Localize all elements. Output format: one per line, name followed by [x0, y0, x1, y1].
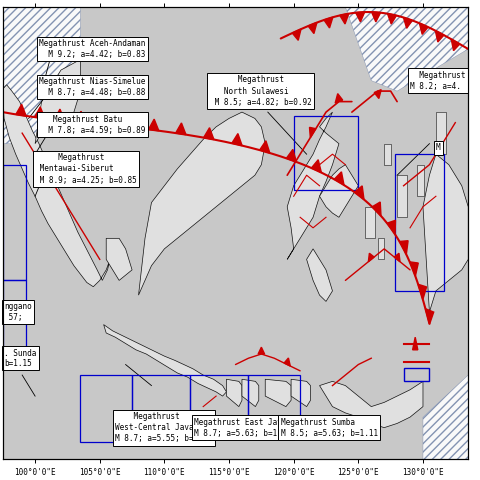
- Polygon shape: [310, 127, 316, 138]
- Polygon shape: [291, 379, 311, 407]
- Bar: [249, 375, 300, 428]
- Text: Megathrust
   North Sulawesi
 M 8.5; a=4.82; b=0.92: Megathrust North Sulawesi M 8.5; a=4.82;…: [210, 75, 312, 107]
- Text: M: M: [436, 144, 441, 152]
- Polygon shape: [284, 358, 290, 366]
- Bar: [3, 165, 26, 280]
- Polygon shape: [35, 107, 45, 119]
- Polygon shape: [400, 240, 408, 254]
- Polygon shape: [98, 113, 108, 125]
- Polygon shape: [374, 90, 381, 98]
- Text: Megathrust Nias-Simelue
  M 8.7; a=4.48; b=0.88: Megathrust Nias-Simelue M 8.7; a=4.48; b…: [39, 77, 145, 97]
- Polygon shape: [372, 12, 381, 22]
- Polygon shape: [320, 382, 423, 428]
- Polygon shape: [410, 262, 418, 276]
- Polygon shape: [3, 85, 110, 287]
- Polygon shape: [435, 31, 444, 42]
- Bar: [294, 116, 359, 190]
- Polygon shape: [287, 112, 339, 259]
- Polygon shape: [425, 309, 434, 324]
- Polygon shape: [387, 220, 396, 234]
- Polygon shape: [292, 29, 301, 40]
- Text: Megathrust
M 8.2; a=4.: Megathrust M 8.2; a=4.: [410, 71, 466, 91]
- Polygon shape: [423, 375, 468, 459]
- Polygon shape: [451, 39, 460, 51]
- Polygon shape: [335, 94, 343, 103]
- Bar: [378, 239, 384, 259]
- Polygon shape: [204, 128, 214, 140]
- Polygon shape: [139, 112, 265, 295]
- Bar: [190, 375, 249, 434]
- Polygon shape: [3, 7, 80, 144]
- Text: Megathrust Sumba
M 8.5; a=5.63; b=1.11: Megathrust Sumba M 8.5; a=5.63; b=1.11: [281, 418, 378, 438]
- Polygon shape: [394, 253, 400, 262]
- Polygon shape: [54, 109, 65, 120]
- Polygon shape: [104, 324, 227, 396]
- Bar: [395, 154, 444, 291]
- Polygon shape: [242, 379, 259, 407]
- Polygon shape: [413, 337, 418, 350]
- Text: . Sunda
b=1.15: . Sunda b=1.15: [4, 348, 36, 368]
- Polygon shape: [35, 60, 80, 144]
- Polygon shape: [356, 12, 365, 22]
- Text: Megathrust Batu
  M 7.8; a=4.59; b=0.89: Megathrust Batu M 7.8; a=4.59; b=0.89: [39, 115, 145, 135]
- Polygon shape: [75, 111, 86, 123]
- Text: Megathrust East Java
M 8.7; a=5.63; b=1.08: Megathrust East Java M 8.7; a=5.63; b=1.…: [194, 418, 291, 438]
- Polygon shape: [122, 116, 133, 128]
- Polygon shape: [265, 379, 291, 407]
- Polygon shape: [260, 141, 270, 153]
- Bar: [132, 375, 190, 438]
- Polygon shape: [320, 165, 359, 217]
- Bar: [417, 165, 424, 196]
- Text: Megathrust Aceh-Andaman
  M 9.2; a=4.42; b=0.83: Megathrust Aceh-Andaman M 9.2; a=4.42; b…: [39, 39, 145, 59]
- Polygon shape: [418, 284, 427, 300]
- Polygon shape: [423, 154, 468, 312]
- Bar: [80, 375, 132, 443]
- Polygon shape: [16, 104, 26, 116]
- Bar: [436, 112, 446, 154]
- Text: Megathrust
 Mentawai-Siberut
 M 8.9; a=4.25; b=0.85: Megathrust Mentawai-Siberut M 8.9; a=4.2…: [35, 153, 137, 184]
- Polygon shape: [106, 239, 132, 280]
- Polygon shape: [403, 17, 412, 28]
- Bar: [3, 280, 26, 364]
- Polygon shape: [387, 13, 396, 24]
- Polygon shape: [148, 119, 159, 131]
- Polygon shape: [324, 17, 333, 28]
- Polygon shape: [232, 133, 242, 145]
- Bar: [397, 175, 408, 217]
- Polygon shape: [176, 123, 186, 134]
- Polygon shape: [340, 13, 349, 24]
- Polygon shape: [308, 23, 317, 34]
- Polygon shape: [287, 149, 297, 162]
- Polygon shape: [368, 253, 374, 262]
- Text: nggano
 57;: nggano 57;: [4, 302, 32, 322]
- Polygon shape: [258, 347, 264, 354]
- Polygon shape: [355, 186, 364, 199]
- Polygon shape: [312, 160, 322, 172]
- Text: Megathrust
West-Central Java
M 8.7; a=5.55; b=1.08: Megathrust West-Central Java M 8.7; a=5.…: [115, 412, 212, 443]
- Polygon shape: [334, 172, 344, 185]
- Polygon shape: [372, 202, 381, 216]
- Bar: [365, 207, 375, 239]
- Polygon shape: [227, 379, 242, 407]
- Polygon shape: [307, 249, 333, 301]
- Bar: [404, 368, 430, 382]
- Polygon shape: [420, 23, 428, 35]
- Polygon shape: [346, 7, 468, 91]
- Bar: [384, 144, 391, 165]
